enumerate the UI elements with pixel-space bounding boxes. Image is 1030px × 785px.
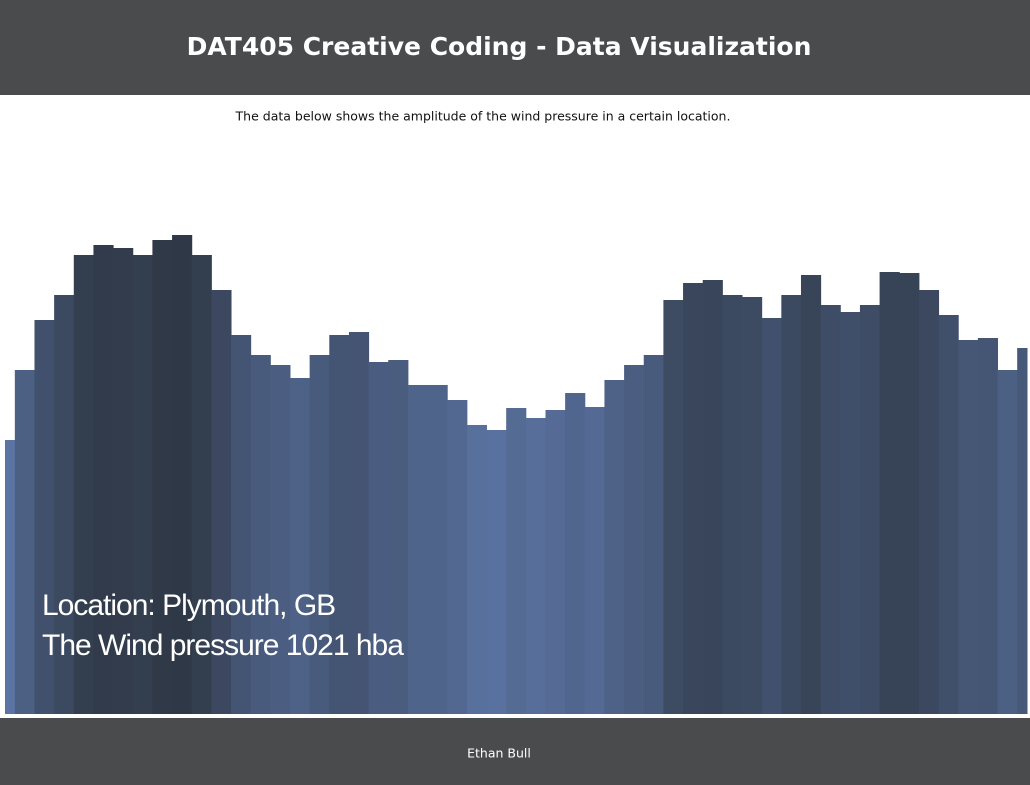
amplitude-bar [958, 340, 979, 714]
amplitude-bar [702, 280, 723, 714]
amplitude-bar [820, 305, 841, 714]
amplitude-bar [329, 335, 350, 714]
amplitude-bar [761, 318, 782, 714]
amplitude-bar [250, 355, 271, 714]
amplitude-bar [309, 355, 330, 714]
footer-bar [0, 718, 1030, 785]
amplitude-bar [5, 440, 16, 714]
amplitude-bar [132, 255, 153, 714]
amplitude-bar [584, 407, 605, 714]
amplitude-bar [977, 338, 999, 714]
amplitude-bar [722, 295, 743, 714]
amplitude-bar [624, 365, 645, 714]
amplitude-bar [34, 320, 55, 714]
amplitude-bar [270, 365, 291, 714]
amplitude-bar [800, 275, 822, 714]
amplitude-bar [486, 430, 507, 714]
amplitude-bar [899, 273, 920, 714]
amplitude-bar [918, 290, 940, 714]
amplitude-bar [73, 255, 94, 714]
amplitude-bar [663, 300, 684, 714]
location-label: Location: Plymouth, GB [42, 589, 335, 622]
description: The data below shows the amplitude of th… [235, 109, 731, 124]
amplitude-bar [407, 385, 429, 714]
amplitude-bar [683, 283, 704, 714]
amplitude-bar [997, 370, 1018, 714]
amplitude-bar [152, 240, 173, 714]
amplitude-bar [54, 295, 75, 714]
amplitude-bar [211, 290, 232, 714]
amplitude-bar [14, 370, 35, 714]
amplitude-bar [938, 315, 959, 714]
amplitude-bar [859, 305, 881, 714]
amplitude-bar [427, 385, 448, 714]
amplitude-bar [466, 425, 488, 714]
amplitude-bar [604, 380, 625, 714]
amplitude-bar [289, 378, 311, 714]
amplitude-bar [388, 360, 409, 714]
amplitude-bar [742, 297, 763, 714]
amplitude-bar [565, 393, 586, 714]
header-bar [0, 0, 1030, 95]
amplitude-bar [191, 255, 212, 714]
footer-author: Ethan Bull [467, 746, 531, 761]
amplitude-bar [840, 312, 861, 714]
amplitude-bar [172, 235, 193, 714]
amplitude-bar [231, 335, 252, 714]
amplitude-bar [506, 408, 527, 714]
plot [5, 235, 1028, 714]
amplitude-bar [545, 410, 566, 714]
amplitude-bar [368, 362, 389, 714]
pressure-label: The Wind pressure 1021 hba [42, 629, 404, 662]
amplitude-bar [93, 245, 114, 714]
amplitude-bar [447, 400, 468, 714]
page-title: DAT405 Creative Coding - Data Visualizat… [187, 32, 812, 61]
amplitude-bar [643, 355, 664, 714]
amplitude-bar [113, 248, 134, 714]
amplitude-bar [348, 332, 370, 714]
amplitude-bar [525, 418, 546, 714]
amplitude-bar [781, 295, 802, 714]
amplitude-bar [879, 272, 900, 714]
amplitude-bar [1017, 348, 1028, 714]
